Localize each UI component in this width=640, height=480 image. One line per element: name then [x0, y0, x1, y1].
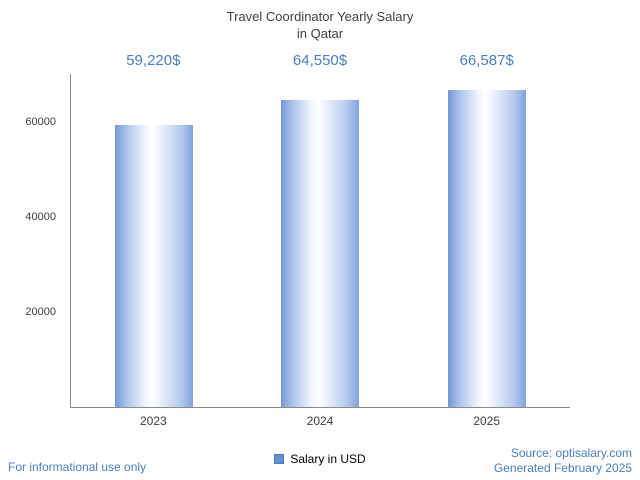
legend-swatch-icon: [274, 454, 285, 464]
chart-title-line2: in Qatar: [296, 26, 344, 41]
source-text: Source: optisalary.com: [510, 446, 632, 460]
x-tick-2024: 2024: [306, 414, 334, 428]
disclaimer-text: For informational use only: [8, 460, 147, 474]
bar-value-labels: 59,220$ 64,550$ 66,587$: [70, 52, 570, 72]
x-axis-category-labels: 2023 2024 2025: [70, 414, 570, 428]
legend-label: Salary in USD: [290, 452, 366, 466]
y-tick-60000: 60000: [25, 115, 56, 128]
bar-value-label-2025: 66,587$: [459, 52, 514, 69]
bar-2023: [115, 125, 194, 407]
source-attribution: Source: optisalary.com Generated Februar…: [494, 446, 632, 476]
y-tick-40000: 40000: [25, 210, 56, 223]
chart-title: Travel Coordinator Yearly Salary in Qata…: [0, 8, 640, 42]
x-tick-2025: 2025: [473, 414, 501, 428]
x-tick-2023: 2023: [139, 414, 167, 428]
bar-value-label-2023: 59,220$: [126, 52, 181, 69]
y-tick-20000: 20000: [25, 305, 56, 318]
bar-value-label-2024: 64,550$: [292, 52, 348, 69]
y-axis-tick-labels: 20000 40000 60000: [0, 74, 62, 408]
plot-area: [70, 74, 570, 408]
legend: Salary in USD: [0, 452, 640, 466]
bar-2025: [447, 90, 526, 407]
bars-group: [71, 74, 570, 407]
generated-text: Generated February 2025: [493, 461, 632, 475]
chart-title-line1: Travel Coordinator Yearly Salary: [226, 9, 414, 24]
bar-2024: [281, 99, 360, 407]
